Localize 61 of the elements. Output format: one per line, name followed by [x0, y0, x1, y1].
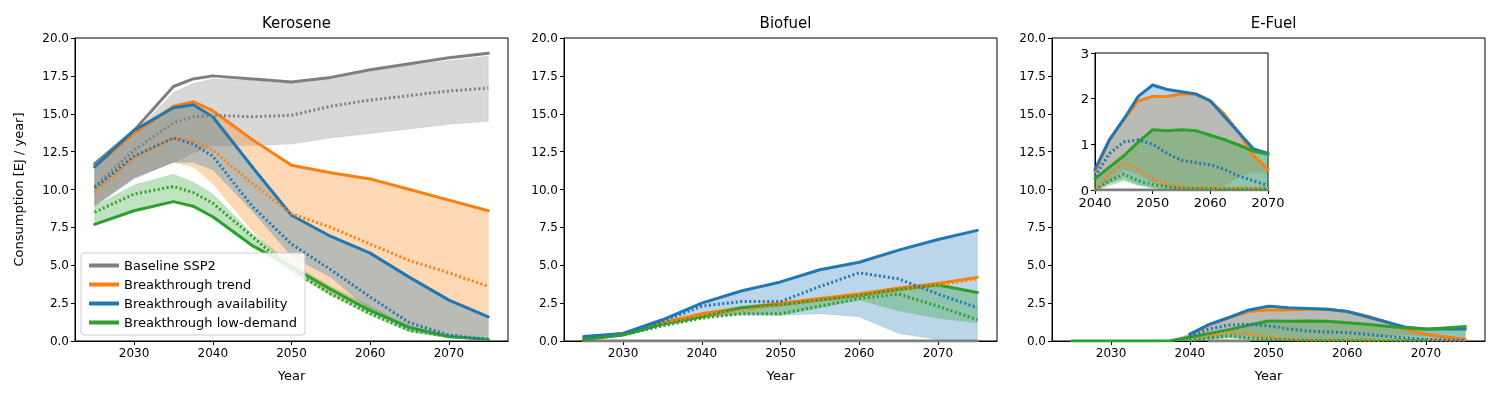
y-tick-label: 2.5	[1026, 296, 1046, 311]
y-tick-label: 20.0	[1019, 31, 1046, 45]
y-tick-label: 7.5	[1026, 220, 1046, 235]
x-axis-title: Year	[765, 368, 795, 383]
legend-label: Breakthrough availability	[124, 296, 288, 311]
x-tick-label: 2070	[1410, 346, 1442, 360]
y-tick-label: 0	[1080, 182, 1089, 198]
y-tick-label: 2	[1080, 91, 1089, 107]
y-tick-label: 5.0	[538, 258, 558, 273]
x-tick-label: 2040	[1078, 195, 1112, 210]
x-tick-label: 2040	[197, 346, 229, 360]
x-tick-label: 2070	[1251, 195, 1285, 210]
x-tick-label: 2070	[433, 346, 465, 360]
x-tick-label: 2060	[843, 346, 875, 360]
y-tick-label: 2.5	[538, 296, 558, 311]
x-tick-label: 2060	[1331, 346, 1363, 360]
x-tick-label: 2060	[1193, 195, 1227, 210]
x-tick-label: 2040	[1174, 346, 1206, 360]
y-tick-label: 15.0	[1019, 106, 1046, 121]
legend-label: Breakthrough low-demand	[124, 315, 297, 330]
y-axis-title: Consumption [EJ / year]	[11, 112, 26, 267]
y-tick-label: 10.0	[1019, 182, 1046, 197]
x-tick-label: 2060	[354, 346, 386, 360]
y-tick-label: 0.0	[538, 334, 558, 348]
x-tick-label: 2030	[1095, 346, 1127, 360]
y-tick-label: 5.0	[1026, 258, 1046, 273]
y-tick-label: 20.0	[531, 31, 558, 45]
chart-title: E-Fuel	[1250, 13, 1297, 32]
y-tick-label: 10.0	[531, 182, 558, 197]
y-tick-label: 7.5	[49, 220, 69, 235]
y-tick-label: 17.5	[531, 68, 558, 83]
y-tick-label: 15.0	[42, 106, 69, 121]
y-tick-label: 3	[1080, 45, 1089, 61]
x-tick-label: 2030	[607, 346, 639, 360]
x-tick-label: 2050	[1253, 346, 1284, 360]
y-tick-label: 17.5	[42, 68, 69, 83]
y-tick-label: 2.5	[49, 296, 69, 311]
x-tick-label: 2050	[765, 346, 796, 360]
y-tick-label: 7.5	[538, 220, 558, 235]
y-tick-label: 12.5	[42, 144, 69, 159]
y-tick-label: 10.0	[42, 182, 69, 197]
chart-title: Biofuel	[759, 13, 812, 32]
y-tick-label: 1	[1080, 136, 1089, 152]
y-tick-label: 5.0	[49, 258, 69, 273]
x-tick-label: 2030	[118, 346, 150, 360]
chart-title: Kerosene	[261, 13, 332, 32]
y-tick-label: 0.0	[1026, 334, 1046, 348]
y-tick-label: 20.0	[42, 31, 69, 45]
y-tick-label: 0.0	[49, 334, 69, 348]
y-tick-label: 15.0	[531, 106, 558, 121]
x-tick-label: 2050	[1136, 195, 1170, 210]
y-tick-label: 12.5	[1019, 144, 1046, 159]
x-tick-label: 2070	[922, 346, 954, 360]
legend-label: Baseline SSP2	[124, 258, 216, 273]
x-axis-title: Year	[276, 368, 306, 383]
y-tick-label: 12.5	[531, 144, 558, 159]
x-axis-title: Year	[1253, 368, 1283, 383]
x-tick-label: 2050	[276, 346, 307, 360]
x-tick-label: 2040	[686, 346, 718, 360]
legend-label: Breakthrough trend	[124, 277, 252, 292]
y-tick-label: 17.5	[1019, 68, 1046, 83]
